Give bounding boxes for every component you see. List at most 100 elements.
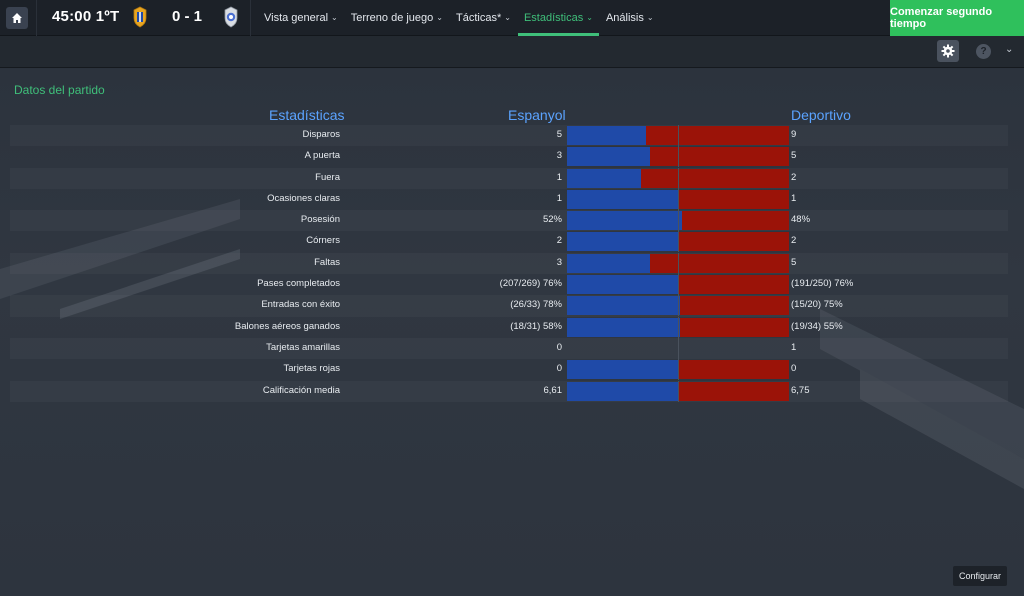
home-bar — [567, 275, 678, 295]
bar-center-line — [678, 210, 679, 232]
stat-row: Tarjetas amarillas 0 1 — [10, 337, 1008, 359]
stat-row: Pases completados (207/269) 76% (191/250) … — [10, 274, 1008, 296]
home-value: 52% — [542, 214, 562, 226]
stat-row: Calificación media 6,61 6,75 — [10, 380, 1008, 402]
comparison-bar — [567, 167, 789, 189]
nav-label: Tácticas* — [455, 12, 502, 24]
nav-tacticas[interactable]: Tácticas* ⌄ — [450, 0, 517, 36]
away-bar — [650, 147, 789, 167]
stat-label: Córners — [306, 235, 340, 247]
stat-row: Posesión 52% 48% — [10, 210, 1008, 232]
home-button[interactable] — [6, 7, 28, 29]
nav-vista-general[interactable]: Vista general ⌄ — [258, 0, 344, 36]
stat-label: Posesión — [300, 214, 340, 226]
comparison-bar — [567, 337, 789, 359]
help-icon[interactable]: ? — [976, 44, 991, 59]
column-header-away-team: Deportivo — [791, 107, 851, 123]
comparison-bar — [567, 274, 789, 296]
home-value: 6,61 — [543, 384, 563, 396]
nav-analisis[interactable]: Análisis ⌄ — [600, 0, 660, 36]
away-bar — [678, 275, 789, 295]
away-value: 2 — [791, 171, 797, 183]
away-bar — [680, 296, 789, 316]
home-value: 2 — [556, 235, 562, 247]
home-bar — [567, 147, 650, 167]
home-value: (26/33) 78% — [510, 299, 562, 311]
bar-center-line — [678, 295, 679, 317]
stat-row: Disparos 5 9 — [10, 125, 1008, 146]
home-bar — [567, 211, 682, 231]
stat-label: Fuera — [315, 171, 340, 183]
comparison-bar — [567, 359, 789, 381]
divider — [36, 0, 37, 36]
stat-row: Entradas con éxito (26/33) 78% (15/20) 75% — [10, 295, 1008, 317]
away-bar — [678, 360, 789, 380]
away-value: (19/34) 55% — [791, 320, 843, 332]
bar-center-line — [678, 380, 679, 402]
home-icon — [12, 13, 22, 23]
home-value: 5 — [556, 129, 562, 140]
away-bar — [650, 253, 789, 273]
stadium-background-graphic — [0, 199, 1024, 489]
nav-estadisticas[interactable]: Estadísticas ⌄ — [517, 0, 599, 36]
bar-center-line — [678, 167, 679, 189]
away-bar — [678, 381, 789, 401]
away-value: 0 — [791, 363, 797, 375]
away-bar — [646, 126, 789, 145]
bar-center-line — [678, 146, 679, 168]
bar-center-line — [678, 337, 679, 359]
stat-label: A puerta — [304, 150, 340, 162]
top-bar: 45:00 1ºT 0 - 1 Vista general ⌄ Terreno … — [0, 0, 1024, 36]
stat-row: Fuera 1 2 — [10, 167, 1008, 189]
bar-center-line — [678, 359, 679, 381]
stat-row: Tarjetas rojas 0 0 — [10, 359, 1008, 381]
home-bar — [567, 317, 680, 337]
home-bar — [567, 232, 678, 252]
home-bar — [567, 168, 641, 188]
chevron-down-icon[interactable]: ⌄ — [1005, 44, 1014, 55]
comparison-bar — [567, 125, 789, 146]
home-value: 3 — [556, 150, 562, 162]
stat-row: Faltas 3 5 — [10, 252, 1008, 274]
settings-button[interactable] — [937, 40, 959, 62]
away-bar — [682, 211, 789, 231]
match-score: 0 - 1 — [172, 8, 203, 25]
home-bar — [567, 189, 678, 209]
nav-terreno-de-juego[interactable]: Terreno de juego ⌄ — [345, 0, 449, 36]
comparison-bar — [567, 295, 789, 317]
bar-center-line — [678, 125, 679, 146]
configure-button[interactable]: Configurar — [953, 566, 1007, 586]
comparison-bar — [567, 316, 789, 338]
start-second-half-button[interactable]: Comenzar segundo tiempo — [890, 0, 1024, 36]
main-nav: Vista general ⌄ Terreno de juego ⌄ Tácti… — [258, 0, 661, 36]
chevron-down-icon: ⌄ — [586, 12, 593, 22]
away-value: 5 — [791, 256, 797, 268]
away-value: 48% — [791, 214, 811, 226]
column-header-stats: Estadísticas — [269, 107, 345, 123]
away-bar — [678, 189, 789, 209]
away-bar — [680, 317, 789, 337]
divider — [250, 0, 251, 36]
match-clock: 45:00 1ºT — [52, 8, 120, 25]
stat-label: Ocasiones claras — [267, 192, 340, 204]
home-value: 1 — [556, 192, 562, 204]
match-stats-panel: Datos del partido Estadísticas Espanyol … — [0, 69, 1024, 596]
stat-label: Disparos — [302, 129, 341, 140]
sub-toolbar: ? ⌄ — [0, 36, 1024, 68]
home-value: 0 — [556, 341, 562, 353]
stat-row: Balones aéreos ganados (18/31) 58% (19/34)… — [10, 316, 1008, 338]
home-bar — [567, 253, 650, 273]
column-header-home-team: Espanyol — [508, 107, 566, 123]
away-team-crest — [224, 6, 238, 28]
chevron-down-icon: ⌄ — [436, 12, 443, 22]
away-bar — [678, 232, 789, 252]
bar-center-line — [678, 188, 679, 210]
stat-label: Faltas — [314, 256, 340, 268]
home-bar — [567, 381, 678, 401]
away-value: (191/250) 76% — [791, 278, 854, 290]
home-bar — [567, 296, 680, 316]
stat-row: Ocasiones claras 1 1 — [10, 188, 1008, 210]
away-value: 1 — [791, 341, 797, 353]
comparison-bar — [567, 380, 789, 402]
away-value: 5 — [791, 150, 797, 162]
